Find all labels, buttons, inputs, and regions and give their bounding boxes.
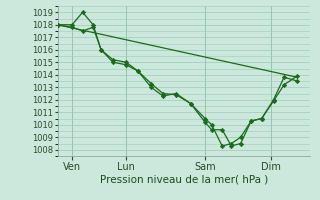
X-axis label: Pression niveau de la mer( hPa ): Pression niveau de la mer( hPa ): [100, 174, 268, 184]
